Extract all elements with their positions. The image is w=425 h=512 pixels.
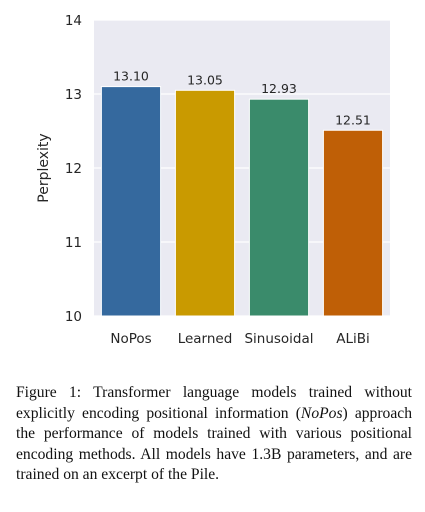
value-label: 13.10 (113, 69, 149, 84)
bar-learned (174, 89, 236, 317)
caption-prefix: Figure 1: Transformer language models tr… (16, 384, 412, 422)
bar-alibi (322, 129, 384, 317)
y-axis-title: Perplexity (36, 133, 52, 202)
value-labels: 13.10 13.05 12.93 12.51 (113, 69, 371, 128)
x-tick-label: Sinusoidal (244, 331, 313, 347)
y-tick-label: 12 (65, 161, 82, 177)
value-label: 13.05 (187, 72, 223, 87)
perplexity-bar-chart: 13.10 13.05 12.93 12.51 10 11 12 13 14 NoPos Lea… (36, 13, 390, 347)
bars (100, 86, 384, 317)
value-label: 12.93 (261, 81, 297, 96)
y-axis-ticks: 10 11 12 13 14 (65, 13, 82, 325)
y-tick-label: 11 (65, 235, 82, 251)
x-axis-ticks: NoPos Learned Sinusoidal ALiBi (110, 331, 369, 347)
bar-sinusoidal (248, 98, 310, 317)
x-tick-label: ALiBi (336, 331, 370, 347)
value-label: 12.51 (335, 112, 371, 127)
caption-emphasis: NoPos (300, 404, 343, 422)
bar-nopos (100, 86, 162, 317)
y-tick-label: 10 (65, 309, 82, 325)
caption-suffix: ) approach the performance of models tra… (16, 404, 412, 484)
x-tick-label: Learned (178, 331, 233, 347)
y-tick-label: 13 (65, 87, 82, 103)
x-tick-label: NoPos (110, 331, 151, 347)
y-tick-label: 14 (65, 13, 82, 29)
figure-caption: Figure 1: Transformer language models tr… (16, 383, 412, 486)
